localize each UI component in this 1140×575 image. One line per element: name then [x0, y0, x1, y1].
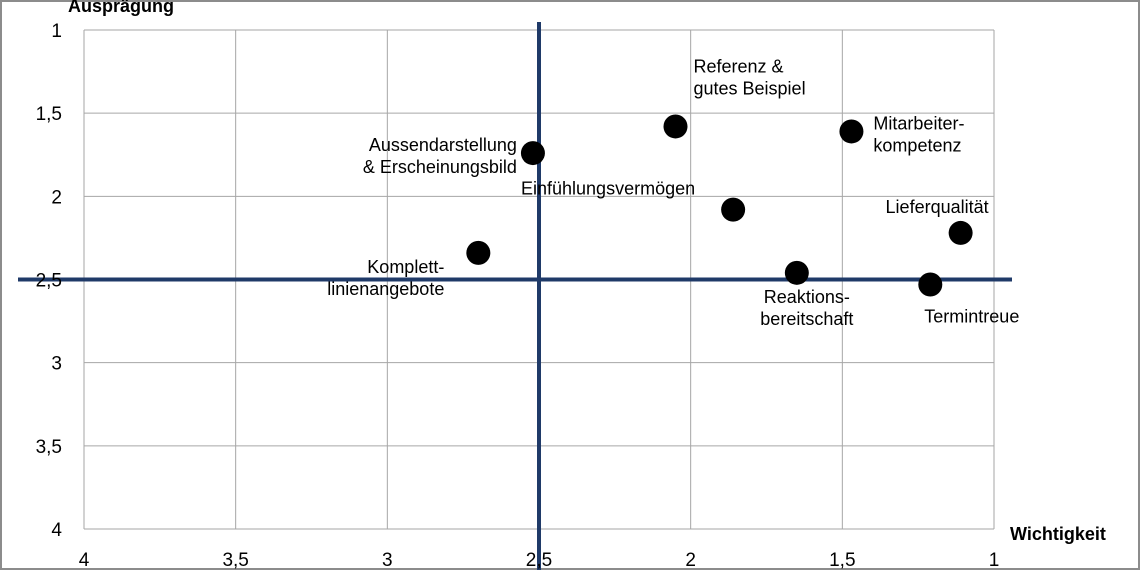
point-labels: Referenz & gutes Beispiel Mitarbeiter-komp…: [327, 56, 1019, 328]
x-tick-label: 1,5: [829, 550, 855, 570]
reference-lines: [18, 22, 1012, 570]
x-tick-label: 1: [989, 550, 1000, 570]
y-tick-label: 1: [51, 21, 62, 42]
y-tick-label: 3: [51, 354, 62, 375]
y-tick-label: 4: [51, 520, 62, 541]
point-label-line: Termintreue: [924, 306, 1019, 326]
point-label-line: & Erscheinungsbild: [363, 157, 517, 177]
point-label: Komplett-linienangebote: [327, 257, 444, 299]
x-tick-label: 2: [685, 550, 696, 570]
y-tick-label: 1,5: [36, 104, 62, 125]
point-label: Termintreue: [924, 306, 1019, 326]
tick-labels: 4 3,5 3 2,5 2 1,5 1 1 1,5 2 2,5 3 3,5 4: [36, 21, 1000, 571]
data-point: [466, 240, 491, 265]
point-label-line: Aussendarstellung: [369, 135, 517, 155]
point-label-line: Lieferqualität: [886, 197, 989, 217]
data-point: [839, 119, 864, 144]
data-point: [948, 220, 973, 245]
point-label: Mitarbeiter-kompetenz: [873, 113, 964, 155]
data-point: [721, 197, 746, 222]
x-axis-title: Wichtigkeit: [1010, 524, 1106, 544]
point-label-line: Komplett-: [367, 257, 444, 277]
y-tick-label: 3,5: [36, 437, 62, 458]
x-tick-label: 3: [382, 550, 393, 570]
y-tick-label: 2,5: [36, 271, 62, 292]
data-point: [663, 114, 688, 139]
y-axis-title: Ausprägung: [68, 0, 174, 16]
point-label: Einfühlungsvermögen: [521, 179, 695, 199]
point-label: Aussendarstellung & Erscheinungsbild: [363, 135, 517, 177]
point-label-line: Referenz &: [694, 56, 784, 76]
point-label: Reaktions-bereitschaft: [760, 287, 853, 329]
point-label-line: gutes Beispiel: [694, 78, 806, 98]
x-tick-label: 4: [79, 550, 90, 570]
point-label-line: kompetenz: [873, 135, 961, 155]
point-label-line: Mitarbeiter-: [873, 113, 964, 133]
data-point: [918, 272, 943, 297]
x-tick-label: 3,5: [222, 550, 248, 570]
point-label: Lieferqualität: [886, 197, 989, 217]
data-points: [466, 114, 973, 297]
point-label-line: Einfühlungsvermögen: [521, 179, 695, 199]
point-label-line: linienangebote: [327, 279, 444, 299]
data-point: [784, 260, 809, 285]
point-label: Referenz & gutes Beispiel: [694, 56, 806, 98]
x-tick-label: 2,5: [526, 550, 552, 570]
point-label-line: bereitschaft: [760, 309, 853, 329]
y-tick-label: 2: [51, 187, 62, 208]
data-point: [520, 141, 545, 166]
point-label-line: Reaktions-: [764, 287, 850, 307]
